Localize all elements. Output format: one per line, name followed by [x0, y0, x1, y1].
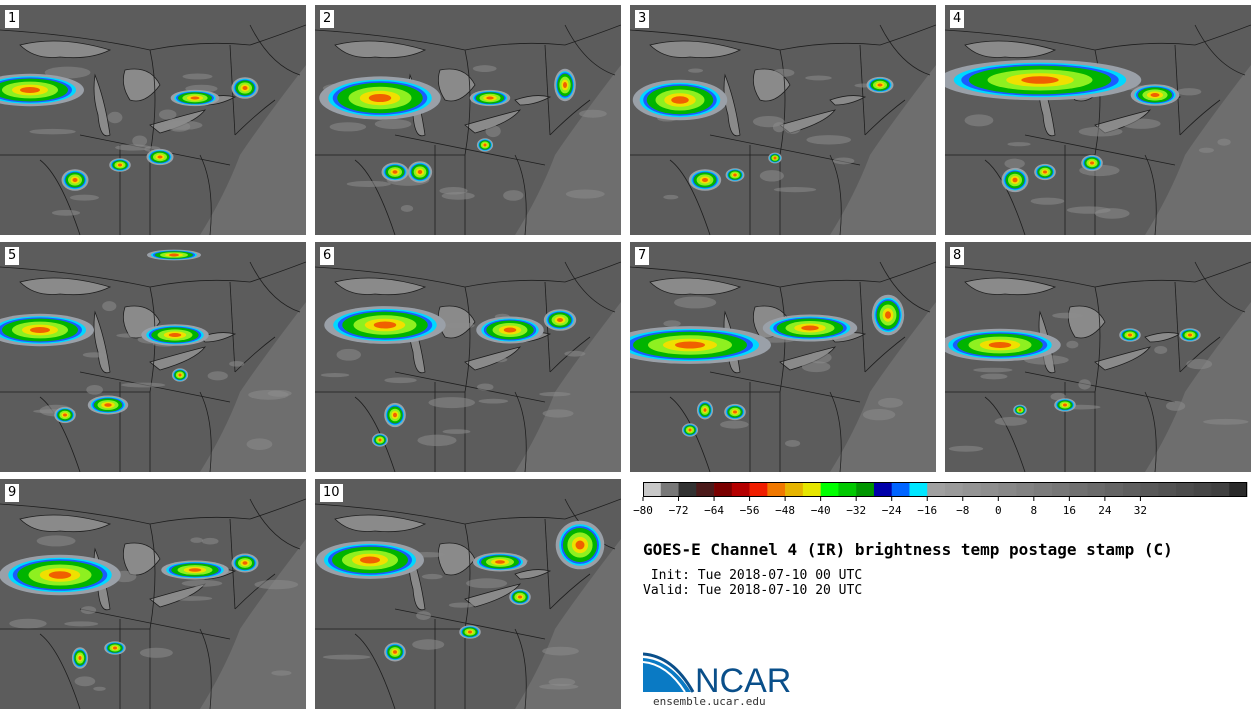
panel-number: 7	[635, 247, 650, 265]
colorbar-swatch	[1158, 482, 1177, 497]
postage-stamp-panel: 6	[315, 242, 621, 472]
colorbar-swatch	[1140, 482, 1159, 497]
colorbar-swatch	[1033, 482, 1052, 497]
init-line: Init: Tue 2018-07-10 00 UTC	[643, 568, 862, 583]
ir-satellite-map	[315, 242, 621, 472]
colorbar-swatch	[909, 482, 928, 497]
colorbar-swatch	[660, 482, 679, 497]
colorbar-tick-label: 0	[995, 504, 1002, 517]
page-title: GOES-E Channel 4 (IR) brightness temp po…	[643, 540, 1173, 559]
colorbar-tick-label: −16	[917, 504, 937, 517]
colorbar-swatch	[1016, 482, 1035, 497]
postage-stamp-panel: 8	[945, 242, 1251, 472]
panel-number: 4	[950, 10, 965, 28]
init-label: Init:	[650, 568, 690, 583]
site-url: ensemble.ucar.edu	[653, 695, 766, 708]
postage-stamp-panel: 1	[0, 5, 306, 235]
colorbar-swatch	[731, 482, 750, 497]
ir-satellite-map	[0, 242, 306, 472]
colorbar-tick-label: 16	[1063, 504, 1076, 517]
valid-line: Valid: Tue 2018-07-10 20 UTC	[643, 583, 862, 598]
colorbar-tick-label: −8	[956, 504, 969, 517]
colorbar: −80 −72 −64 −56 −48 −40 −32 −24 −16 −8 0 8 16 24 32	[633, 482, 1248, 517]
colorbar-tick-label: −32	[846, 504, 866, 517]
colorbar-swatch	[838, 482, 857, 497]
colorbar-tick-label: −24	[882, 504, 902, 517]
ir-satellite-map	[315, 479, 621, 709]
ir-satellite-map	[630, 5, 936, 235]
colorbar-swatch	[678, 482, 697, 497]
colorbar-swatch	[873, 482, 893, 497]
colorbar-swatch	[1104, 482, 1123, 497]
colorbar-swatch	[1087, 482, 1106, 497]
colorbar-swatch	[1229, 482, 1248, 497]
postage-stamp-panel: 5	[0, 242, 306, 472]
postage-stamp-panel: 4	[945, 5, 1251, 235]
ncar-logo-text: NCAR	[695, 662, 791, 697]
colorbar-swatch	[1069, 482, 1088, 497]
panel-number: 6	[320, 247, 335, 265]
colorbar-swatch	[945, 482, 964, 497]
colorbar-swatch	[1122, 482, 1141, 497]
colorbar-swatch	[962, 482, 981, 497]
ir-satellite-map	[0, 5, 306, 235]
colorbar-tick-label: 8	[1031, 504, 1038, 517]
ir-satellite-map	[0, 479, 306, 709]
colorbar-tick-label: −56	[740, 504, 760, 517]
ir-satellite-map	[315, 5, 621, 235]
colorbar-tick-label: −48	[775, 504, 795, 517]
colorbar-tick-label: −72	[669, 504, 689, 517]
postage-stamp-panel: 9	[0, 479, 306, 709]
panel-number: 5	[5, 247, 20, 265]
colorbar-tick-label: −64	[704, 504, 724, 517]
colorbar-swatch	[1175, 482, 1195, 497]
postage-stamp-panel: 3	[630, 5, 936, 235]
valid-label: Valid:	[643, 583, 690, 598]
panel-number: 10	[320, 484, 343, 502]
postage-stamp-panel: 2	[315, 5, 621, 235]
ir-satellite-map	[630, 242, 936, 472]
panel-number: 1	[5, 10, 20, 28]
postage-stamp-panel: 7	[630, 242, 936, 472]
colorbar-tick-label: −40	[811, 504, 831, 517]
colorbar-swatch	[1193, 482, 1212, 497]
colorbar-swatch	[856, 482, 875, 497]
colorbar-swatch	[749, 482, 768, 497]
colorbar-swatch	[643, 482, 662, 497]
panel-number: 9	[5, 484, 20, 502]
colorbar-swatch	[927, 482, 946, 497]
panel-number: 2	[320, 10, 335, 28]
ncar-logo: NCAR	[643, 652, 791, 697]
colorbar-tick-label: −80	[633, 504, 653, 517]
colorbar-swatch	[696, 482, 715, 497]
colorbar-swatch	[714, 482, 733, 497]
colorbar-swatch	[802, 482, 821, 497]
ir-satellite-map	[945, 5, 1251, 235]
colorbar-swatch	[820, 482, 839, 497]
valid-value: Tue 2018-07-10 20 UTC	[697, 583, 863, 598]
colorbar-tick-label: 24	[1098, 504, 1112, 517]
ir-satellite-map	[945, 242, 1251, 472]
colorbar-swatch	[998, 482, 1017, 497]
colorbar-swatch	[767, 482, 786, 497]
init-value: Tue 2018-07-10 00 UTC	[697, 568, 863, 583]
panel-number: 8	[950, 247, 965, 265]
colorbar-tick-label: 32	[1134, 504, 1147, 517]
colorbar-swatch	[1051, 482, 1070, 497]
colorbar-swatch	[980, 482, 999, 497]
colorbar-swatch	[1211, 482, 1230, 497]
postage-stamp-panel: 10	[315, 479, 621, 709]
ncar-swoosh-line-icon	[643, 652, 695, 693]
colorbar-swatch	[891, 482, 910, 497]
colorbar-swatch	[785, 482, 804, 497]
panel-number: 3	[635, 10, 650, 28]
